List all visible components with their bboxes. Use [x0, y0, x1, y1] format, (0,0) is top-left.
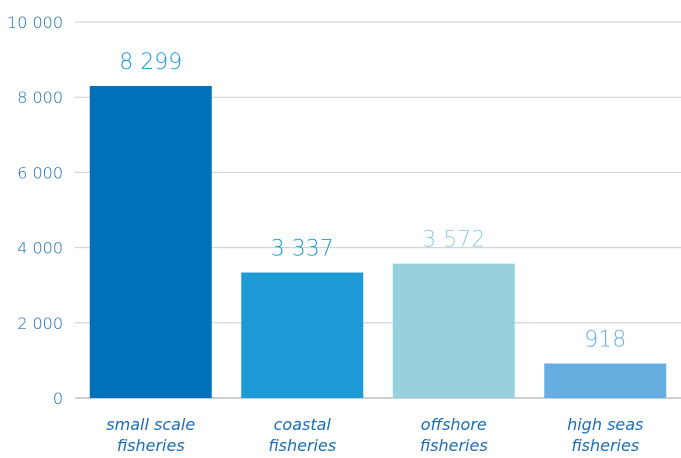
- category-label: fisheries: [420, 436, 488, 455]
- bar: [544, 363, 667, 398]
- value-labels: 8 299 3 337 3 572 918: [119, 50, 626, 353]
- bars: [89, 85, 667, 398]
- bar: [241, 272, 364, 398]
- category-label: offshore: [421, 415, 487, 434]
- category-label: fisheries: [268, 436, 336, 455]
- category-label: high seas: [567, 415, 643, 434]
- y-tick-label: 4 000: [17, 239, 63, 258]
- category-label: fisheries: [117, 436, 185, 455]
- x-axis-labels: small scale fisheries coastal fisheries offs…: [106, 415, 643, 455]
- bar: [89, 85, 212, 398]
- y-axis-ticks: 0 2 000 4 000 6 000 8 000 10 000: [7, 13, 63, 408]
- y-tick-label: 10 000: [7, 13, 63, 32]
- bar: [392, 263, 515, 398]
- category-label: coastal: [274, 415, 332, 434]
- category-label: small scale: [106, 415, 195, 434]
- y-tick-label: 6 000: [17, 163, 63, 182]
- bar-value-label: 3 572: [422, 228, 485, 253]
- y-tick-label: 0: [53, 389, 63, 408]
- bar-value-label: 8 299: [119, 50, 182, 75]
- bar-value-label: 3 337: [271, 237, 334, 262]
- y-tick-label: 2 000: [17, 314, 63, 333]
- y-tick-label: 8 000: [17, 88, 63, 107]
- category-label: fisheries: [571, 436, 639, 455]
- bar-value-label: 918: [584, 327, 626, 352]
